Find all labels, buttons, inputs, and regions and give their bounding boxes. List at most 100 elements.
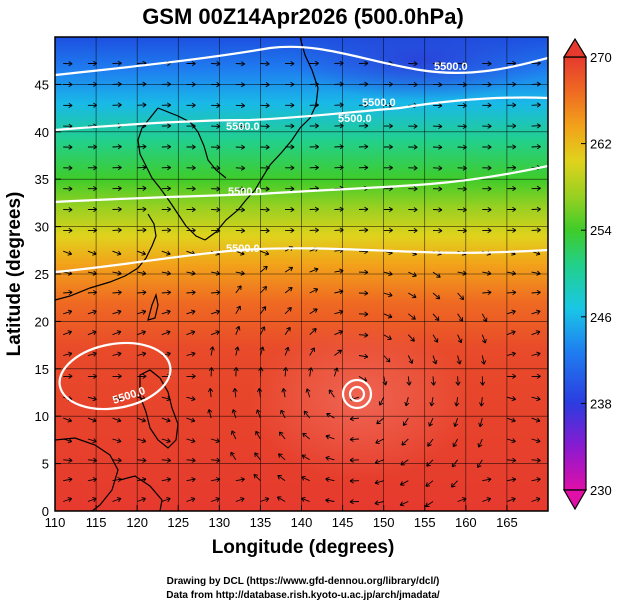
y-tick-label: 15 [35, 362, 49, 377]
wind-arrow [137, 417, 146, 423]
wind-arrow [432, 102, 443, 109]
wind-arrow [210, 330, 220, 336]
wind-arrow [432, 144, 443, 150]
x-tick-label: 150 [373, 515, 395, 530]
wind-arrow [334, 330, 344, 336]
wind-arrow [479, 397, 485, 407]
wind-arrow [408, 144, 418, 150]
wind-arrow [280, 409, 286, 419]
wind-arrow [137, 457, 147, 463]
wind-arrow [408, 81, 418, 88]
wind-arrow [137, 477, 147, 483]
wind-arrow [482, 477, 492, 483]
wind-arrow [211, 290, 221, 296]
wind-arrow [284, 326, 291, 335]
wind-arrow [358, 102, 369, 108]
wind-arrow [285, 123, 295, 129]
wind-arrow [186, 165, 196, 171]
y-tick-label: 30 [35, 220, 49, 235]
wind-arrow [325, 476, 335, 483]
wind-arrow [506, 123, 517, 129]
wind-arrow [285, 144, 295, 150]
x-tick-label: 145 [332, 515, 354, 530]
wind-arrow [325, 497, 335, 504]
x-tick-label: 125 [167, 515, 189, 530]
wind-arrow [506, 309, 516, 315]
wind-arrow [63, 165, 73, 171]
wind-arrow [186, 438, 196, 444]
colorbar-tick-label: 262 [590, 137, 612, 152]
wind-arrow [235, 325, 241, 335]
wind-arrow [325, 455, 335, 461]
wind-arrow [482, 497, 492, 503]
x-tick-label: 140 [291, 515, 313, 530]
wind-arrow [137, 185, 147, 191]
wind-arrow [186, 102, 196, 108]
wind-arrow [87, 477, 98, 483]
wind-arrow [186, 144, 196, 150]
wind-arrow [482, 61, 492, 67]
wind-arrow [478, 417, 484, 428]
wind-arrow [309, 227, 319, 233]
wind-arrow [63, 186, 73, 192]
wind-arrow [87, 330, 97, 336]
wind-arrow [432, 207, 443, 213]
coast-yellow-sea [157, 107, 227, 179]
wind-arrow [432, 355, 438, 365]
wind-arrow [408, 123, 418, 129]
wind-arrow [260, 102, 270, 109]
wind-arrow [137, 497, 146, 503]
wind-arrow [161, 417, 171, 423]
wind-arrow [231, 409, 237, 419]
wind-arrow [358, 206, 369, 212]
wind-arrow [284, 286, 293, 294]
wind-arrow [309, 123, 319, 129]
wind-arrow [137, 206, 147, 212]
colorbar-ticks: 230 238 246 254 262 270 [581, 50, 612, 498]
wind-arrow [531, 373, 541, 379]
wind-arrow [137, 373, 147, 379]
wind-arrow [277, 474, 286, 482]
wind-arrow [161, 81, 172, 87]
wind-arrow [112, 457, 122, 463]
wind-arrow [506, 81, 517, 87]
wind-arrow [161, 497, 171, 503]
wind-arrow [477, 438, 483, 448]
wind-arrow [531, 477, 541, 483]
wind-arrow [63, 457, 73, 463]
wind-arrow [161, 270, 172, 276]
wind-arrow [334, 227, 344, 233]
coast-indochina [55, 437, 119, 511]
wind-arrow [112, 270, 122, 276]
colorbar-tick-label: 230 [590, 483, 612, 498]
wind-arrow [334, 206, 344, 212]
wind-arrow [285, 102, 295, 108]
wind-arrow [432, 334, 439, 343]
wind-arrow [432, 313, 440, 322]
wind-arrow [457, 82, 467, 88]
wind-arrow [531, 144, 541, 150]
wind-arrow [455, 376, 461, 386]
wind-arrow [301, 475, 310, 482]
wind-arrow [531, 396, 541, 402]
wind-arrow [383, 227, 393, 233]
wind-arrow [87, 186, 98, 192]
wind-arrow [531, 309, 541, 315]
wind-arrow [186, 477, 196, 483]
wind-arrow [235, 82, 246, 88]
wind-arrow [260, 82, 270, 88]
wind-arrow [161, 438, 171, 444]
wind-arrow [186, 497, 196, 503]
wind-arrow [260, 186, 270, 192]
wind-arrow [255, 430, 261, 440]
wind-arrow [186, 270, 196, 276]
wind-arrow [235, 228, 246, 234]
wind-arrow [210, 309, 221, 315]
coast-china-south [55, 213, 157, 301]
wind-arrow [432, 82, 443, 88]
wind-arrow [309, 102, 319, 108]
wind-arrow [137, 330, 146, 336]
wind-arrow [309, 347, 315, 356]
wind-arrow [334, 81, 344, 87]
y-tick-label: 35 [35, 172, 49, 187]
